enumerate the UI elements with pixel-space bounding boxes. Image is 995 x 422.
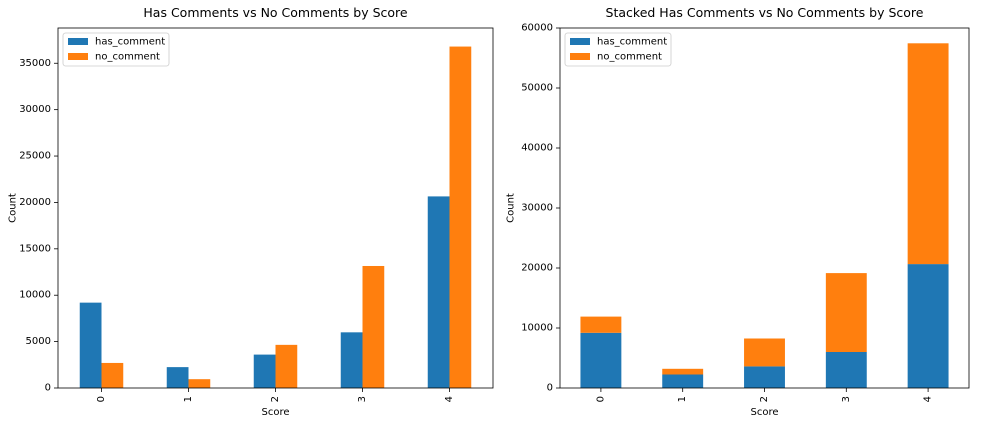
legend-label: no_comment	[597, 52, 662, 63]
bar-has-comment-0	[580, 332, 622, 388]
bar-no-comment-3	[825, 273, 867, 352]
grouped-bar-chart: Has Comments vs No Comments by Score 0 1 2 3…	[8, 5, 494, 418]
chart-title: Has Comments vs No Comments by Score	[143, 5, 407, 20]
bar-no-comment-4	[907, 43, 949, 265]
bar-no-comment-0	[580, 316, 622, 333]
y-tick-label: 20000	[19, 197, 51, 208]
bar-has-comment-4	[427, 196, 450, 388]
legend-swatch-no-comment	[68, 53, 88, 60]
legend-swatch-has-comment	[570, 38, 590, 45]
y-tick-label: 10000	[521, 323, 553, 334]
y-tick-label: 35000	[19, 58, 51, 69]
bar-has-comment-2	[253, 354, 276, 388]
bar-no-comment-0	[101, 362, 124, 388]
bar-no-comment-4	[449, 46, 472, 388]
x-tick-label: 3	[357, 396, 368, 402]
x-tick-label: 3	[841, 396, 852, 402]
x-axis-label: Score	[261, 407, 289, 418]
y-tick-label: 60000	[521, 23, 553, 34]
axes-frame	[57, 27, 494, 389]
bar-no-comment-3	[362, 265, 385, 388]
legend-swatch-has-comment	[68, 38, 88, 45]
y-tick-label: 0	[547, 383, 553, 394]
bar-no-comment-1	[662, 368, 704, 375]
x-tick-label: 0	[96, 396, 107, 402]
chart-title: Stacked Has Comments vs No Comments by S…	[606, 5, 924, 20]
x-tick-label: 4	[923, 396, 934, 402]
bar-no-comment-1	[188, 379, 211, 388]
bar-no-comment-2	[744, 338, 785, 367]
y-tick-label: 25000	[19, 151, 51, 162]
x-tick-label: 2	[759, 396, 770, 402]
y-tick-label: 40000	[521, 143, 553, 154]
legend-box	[564, 32, 672, 67]
x-tick-label: 0	[595, 396, 606, 402]
x-tick-label: 1	[677, 396, 688, 402]
legend-label: has_comment	[95, 37, 165, 48]
bar-has-comment-2	[744, 366, 785, 388]
bar-has-comment-0	[79, 302, 102, 388]
legend: has_comment no_comment	[564, 32, 672, 67]
y-tick-label: 10000	[19, 290, 51, 301]
y-tick-label: 0	[45, 383, 51, 394]
legend-box	[62, 32, 170, 67]
y-tick-label: 20000	[521, 263, 553, 274]
y-tick-label: 30000	[19, 104, 51, 115]
x-tick-label: 2	[270, 396, 281, 402]
legend: has_comment no_comment	[62, 32, 170, 67]
bar-has-comment-3	[825, 352, 867, 388]
y-tick-label: 5000	[26, 336, 51, 347]
y-axis-label: Count	[8, 193, 19, 223]
legend-swatch-no-comment	[570, 53, 590, 60]
y-axis-label: Count	[506, 193, 517, 223]
bar-has-comment-4	[907, 264, 949, 388]
y-tick-label: 30000	[521, 203, 553, 214]
x-axis-label: Score	[750, 407, 778, 418]
bar-no-comment-2	[275, 344, 298, 388]
x-tick-label: 4	[444, 396, 455, 402]
bar-has-comment-1	[662, 374, 704, 388]
y-tick-label: 50000	[521, 83, 553, 94]
bar-has-comment-1	[166, 367, 189, 388]
bar-has-comment-3	[340, 332, 363, 388]
legend-label: no_comment	[95, 52, 160, 63]
legend-label: has_comment	[597, 37, 667, 48]
x-tick-label: 1	[183, 396, 194, 402]
axes-frame	[559, 27, 970, 389]
y-tick-label: 15000	[19, 243, 51, 254]
stacked-bar-chart: Stacked Has Comments vs No Comments by S…	[506, 5, 970, 418]
